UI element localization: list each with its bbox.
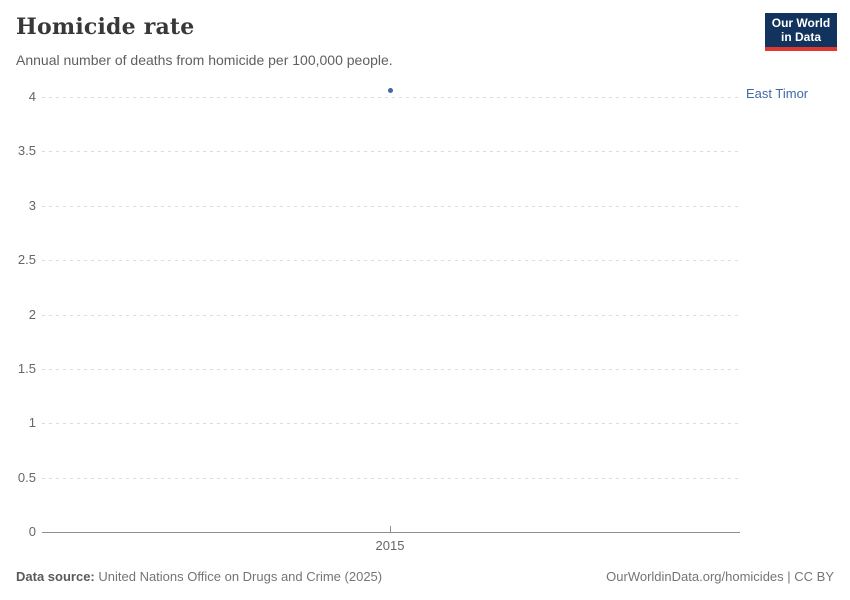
y-axis-tick-label: 1.5 bbox=[17, 361, 36, 376]
y-axis-tick-label: 2 bbox=[28, 307, 36, 322]
data-point[interactable] bbox=[388, 88, 393, 93]
entity-label[interactable]: East Timor bbox=[746, 86, 809, 101]
y-gridline bbox=[42, 369, 740, 370]
y-axis-tick-label: 0.5 bbox=[17, 470, 36, 485]
y-axis-tick-label: 2.5 bbox=[17, 252, 36, 267]
owid-logo[interactable]: Our World in Data bbox=[765, 13, 837, 51]
data-source-note: Data source: United Nations Office on Dr… bbox=[16, 569, 382, 584]
y-axis-tick-label: 0 bbox=[28, 524, 36, 539]
y-gridline bbox=[42, 151, 740, 152]
page-title: Homicide rate bbox=[16, 14, 195, 40]
y-gridline bbox=[42, 97, 740, 98]
footer: Data source: United Nations Office on Dr… bbox=[16, 569, 834, 584]
y-axis-tick-label: 3 bbox=[28, 198, 36, 213]
y-gridline bbox=[42, 315, 740, 316]
y-gridline bbox=[42, 423, 740, 424]
y-axis-tick-label: 4 bbox=[28, 89, 36, 104]
y-gridline bbox=[42, 478, 740, 479]
data-source-label: Data source: bbox=[16, 569, 95, 584]
x-axis-tick-mark bbox=[390, 526, 391, 532]
owid-logo-text-line1: Our World bbox=[771, 16, 831, 30]
y-gridline bbox=[42, 206, 740, 207]
x-axis-tick-label: 2015 bbox=[375, 538, 405, 553]
y-gridline bbox=[42, 260, 740, 261]
chart-subtitle: Annual number of deaths from homicide pe… bbox=[16, 52, 393, 68]
x-axis-baseline bbox=[42, 532, 740, 533]
y-axis-tick-label: 1 bbox=[28, 415, 36, 430]
footer-citation-link[interactable]: OurWorldinData.org/homicides | CC BY bbox=[606, 569, 834, 584]
owid-logo-text-line2: in Data bbox=[780, 30, 821, 44]
y-axis-tick-label: 3.5 bbox=[17, 143, 36, 158]
data-source-text: United Nations Office on Drugs and Crime… bbox=[98, 569, 383, 584]
